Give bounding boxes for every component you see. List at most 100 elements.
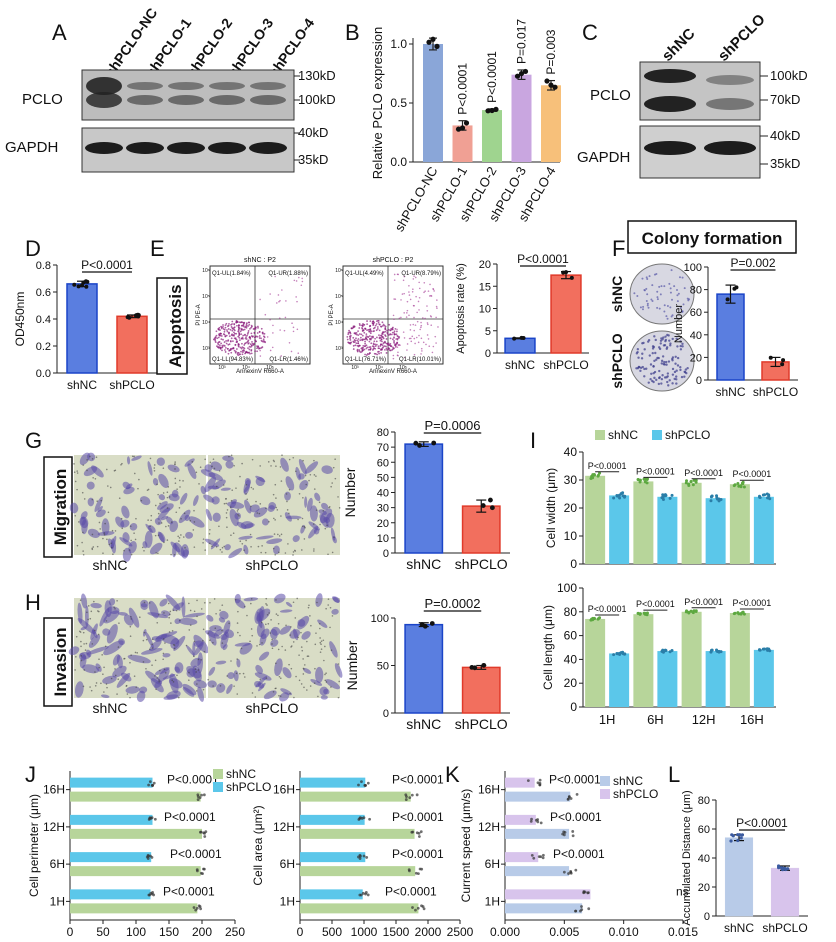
cell	[186, 645, 195, 656]
data-point	[417, 872, 420, 875]
bar	[70, 866, 201, 877]
bar	[70, 903, 198, 914]
event-dot	[430, 324, 433, 326]
cell	[222, 455, 234, 462]
cell	[148, 600, 159, 619]
event-dot	[420, 321, 422, 324]
row-label: GAPDH	[577, 149, 630, 166]
pore	[162, 492, 165, 494]
event-dot	[409, 324, 412, 326]
event-dot	[420, 347, 423, 350]
data-point	[642, 611, 646, 615]
pore	[288, 458, 291, 461]
pore	[230, 499, 233, 502]
event-dot	[254, 326, 257, 329]
p-value: P=0.002	[730, 256, 775, 270]
colony	[641, 277, 644, 280]
data-point	[418, 867, 422, 871]
data-point	[765, 492, 769, 496]
event-dot	[228, 335, 231, 338]
pore	[286, 509, 289, 511]
event-dot	[381, 325, 384, 327]
event-dot	[385, 347, 388, 350]
event-dot	[225, 340, 228, 342]
pore	[208, 542, 211, 545]
pore	[324, 673, 326, 676]
bar	[505, 777, 535, 788]
y-tick-label: 80	[564, 605, 578, 619]
pore	[275, 662, 277, 665]
data-point	[530, 853, 534, 857]
pore	[173, 644, 176, 646]
data-point	[485, 108, 491, 114]
category-label: shNC	[406, 716, 441, 732]
cell	[270, 639, 279, 647]
event-dot	[413, 353, 416, 356]
pore	[180, 534, 182, 536]
event-dot	[370, 337, 373, 340]
event-dot	[258, 331, 261, 333]
y-tick-label: 60	[377, 457, 389, 469]
pore	[133, 455, 135, 458]
bar	[70, 889, 151, 900]
row-label-box	[43, 617, 73, 707]
data-point	[153, 817, 157, 821]
data-point	[148, 893, 152, 897]
event-dot	[374, 337, 377, 340]
event-dot	[358, 349, 361, 351]
pore	[319, 641, 322, 644]
pore	[107, 511, 110, 514]
row-label-box	[156, 277, 188, 375]
pore	[273, 517, 275, 520]
event-dot	[430, 294, 432, 297]
y-tick-label: 0	[485, 348, 491, 360]
pore	[151, 643, 153, 646]
event-dot	[372, 330, 375, 333]
colony	[675, 375, 678, 378]
event-dot	[217, 328, 220, 330]
event-dot	[392, 357, 395, 360]
data-point	[739, 484, 743, 488]
event-dot	[224, 324, 227, 326]
event-dot	[272, 332, 274, 334]
pore	[280, 515, 282, 517]
pore	[290, 646, 292, 648]
y-tick-label: 1.0	[390, 37, 407, 51]
pore	[241, 462, 243, 465]
cell	[285, 476, 295, 491]
event-dot	[378, 336, 381, 339]
pore	[82, 550, 84, 552]
pore	[176, 674, 178, 677]
event-dot	[368, 335, 371, 337]
cell	[299, 480, 309, 491]
cell	[159, 503, 174, 513]
pore	[316, 601, 318, 604]
pore	[270, 465, 272, 467]
data-point	[733, 483, 737, 487]
cell	[334, 663, 343, 678]
y-axis-label: Number	[344, 640, 360, 690]
pore	[168, 631, 171, 633]
pore	[171, 679, 174, 682]
pore	[218, 525, 220, 528]
event-dot	[274, 275, 276, 278]
pore	[278, 675, 281, 678]
event-dot	[217, 336, 220, 339]
cell	[79, 516, 89, 529]
cell	[268, 502, 277, 510]
y-tick-label: 20	[479, 259, 491, 271]
data-point	[539, 855, 543, 859]
colony	[666, 333, 669, 337]
event-dot	[248, 348, 251, 351]
event-dot	[220, 325, 222, 328]
pore	[100, 682, 102, 685]
cell	[145, 523, 153, 533]
cell	[279, 609, 293, 613]
colony	[684, 368, 688, 371]
pore	[93, 600, 95, 603]
colony	[643, 289, 646, 292]
pore	[324, 645, 326, 648]
quadrant-label: Q1-LL(76.71%)	[345, 357, 386, 363]
event-dot	[234, 344, 237, 346]
